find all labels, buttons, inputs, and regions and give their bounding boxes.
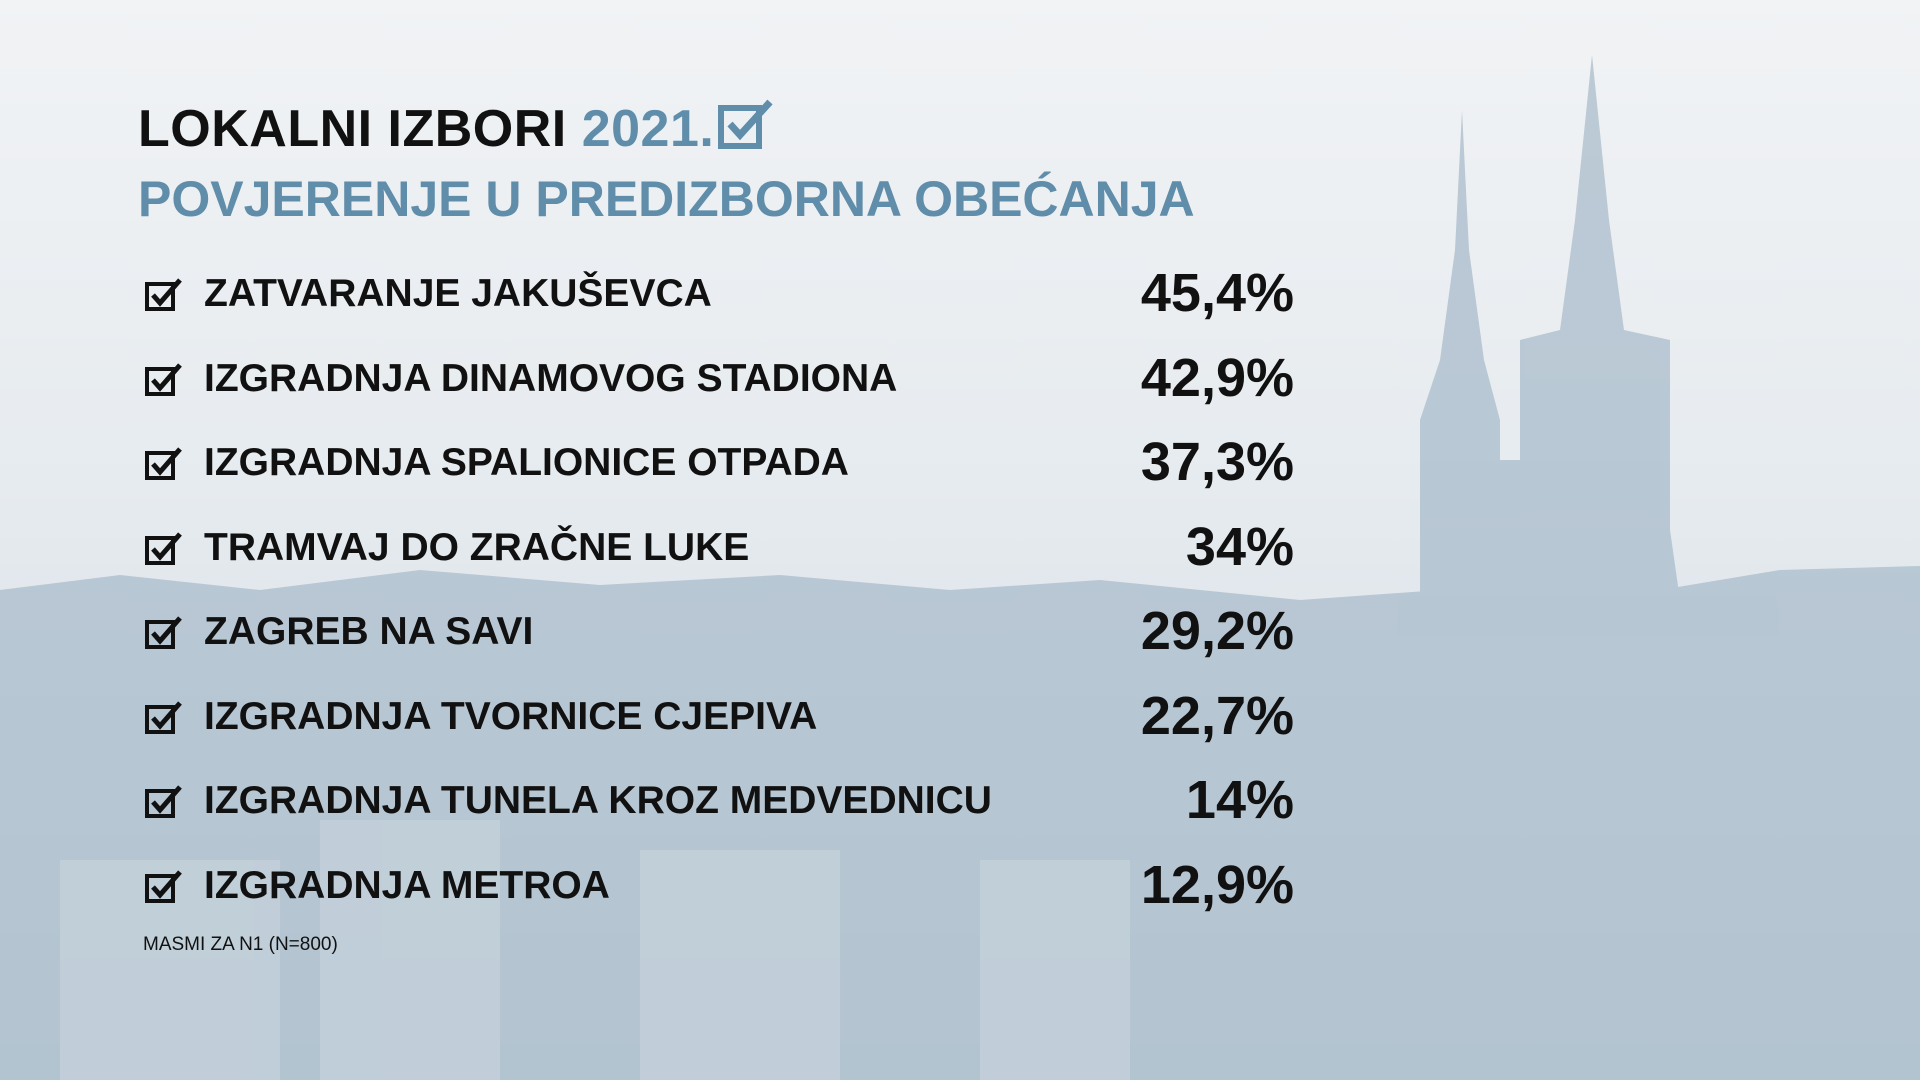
item-label: IZGRADNJA TVORNICE CJEPIVA [204, 694, 818, 738]
check-icon [145, 700, 182, 734]
item-row: IZGRADNJA DINAMOVOG STADIONA 42,9% [140, 343, 1294, 413]
item-value: 22,7% [1140, 685, 1294, 746]
check-icon [145, 362, 182, 396]
item-value: 45,4% [1140, 263, 1294, 323]
title: LOKALNI IZBORI 2021. [138, 98, 774, 159]
item-row: IZGRADNJA METROA 12,9% [140, 850, 1294, 920]
check-icon [145, 531, 182, 565]
item-value: 42,9% [1140, 347, 1294, 408]
item-row: IZGRADNJA SPALIONICE OTPADA 37,3% [140, 427, 1294, 497]
item-label: IZGRADNJA DINAMOVOG STADIONA [204, 356, 898, 400]
item-value: 12,9% [1140, 854, 1294, 915]
check-icon [145, 785, 182, 818]
item-row: TRAMVAJ DO ZRAČNE LUKE 34% [140, 512, 1294, 582]
title-year: 2021. [581, 100, 715, 158]
check-icon [145, 447, 182, 480]
title-text: LOKALNI IZBORI [138, 100, 567, 158]
item-row: ZAGREB NA SAVI 29,2% [140, 596, 1294, 666]
item-value: 37,3% [1140, 432, 1294, 492]
item-row: ZATVARANJE JAKUŠEVCA 45,4% [140, 258, 1294, 328]
check-icon [718, 99, 773, 149]
buildings [60, 820, 1130, 1080]
item-value: 14% [1185, 770, 1294, 830]
check-icon [145, 278, 182, 311]
check-icon [145, 616, 182, 649]
check-icon [145, 869, 182, 903]
item-label: ZAGREB NA SAVI [204, 610, 534, 653]
item-value: 29,2% [1140, 601, 1294, 661]
item-label: TRAMVAJ DO ZRAČNE LUKE [204, 525, 750, 569]
item-label: IZGRADNJA METROA [204, 863, 610, 907]
source-note: MASMI ZA N1 (N=800) [143, 934, 338, 955]
item-row: IZGRADNJA TUNELA KROZ MEDVEDNICU 14% [140, 765, 1294, 835]
item-row: IZGRADNJA TVORNICE CJEPIVA 22,7% [140, 681, 1294, 751]
item-value: 34% [1185, 516, 1294, 577]
item-label: ZATVARANJE JAKUŠEVCA [204, 272, 712, 315]
item-label: IZGRADNJA SPALIONICE OTPADA [204, 441, 849, 484]
item-label: IZGRADNJA TUNELA KROZ MEDVEDNICU [204, 779, 992, 822]
subtitle: POVJERENJE U PREDIZBORNA OBEĆANJA [138, 171, 1195, 227]
